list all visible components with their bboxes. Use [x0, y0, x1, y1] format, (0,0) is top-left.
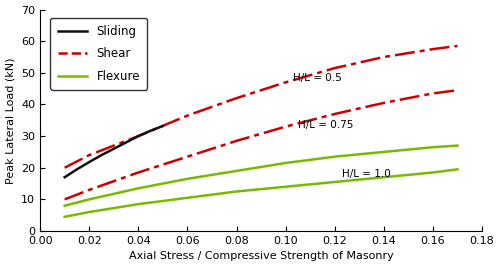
Text: H/L = 0.5: H/L = 0.5	[293, 73, 342, 83]
Legend: Sliding, Shear, Flexure: Sliding, Shear, Flexure	[50, 18, 147, 90]
X-axis label: Axial Stress / Compressive Strength of Masonry: Axial Stress / Compressive Strength of M…	[128, 252, 394, 261]
Text: H/L = 1.0: H/L = 1.0	[342, 169, 391, 179]
Text: H/L = 0.75: H/L = 0.75	[298, 120, 354, 130]
Y-axis label: Peak Lateral Load (kN): Peak Lateral Load (kN)	[6, 57, 16, 183]
